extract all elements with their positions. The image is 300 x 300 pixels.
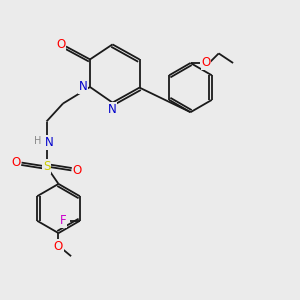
Text: O: O bbox=[56, 38, 65, 51]
Text: S: S bbox=[43, 160, 50, 173]
Text: O: O bbox=[73, 164, 82, 177]
Text: N: N bbox=[79, 80, 88, 94]
Text: O: O bbox=[54, 240, 63, 253]
Text: F: F bbox=[60, 214, 66, 227]
Text: O: O bbox=[202, 56, 211, 70]
Text: H: H bbox=[34, 136, 42, 146]
Text: O: O bbox=[11, 156, 20, 169]
Text: N: N bbox=[45, 136, 54, 149]
Text: N: N bbox=[108, 103, 117, 116]
